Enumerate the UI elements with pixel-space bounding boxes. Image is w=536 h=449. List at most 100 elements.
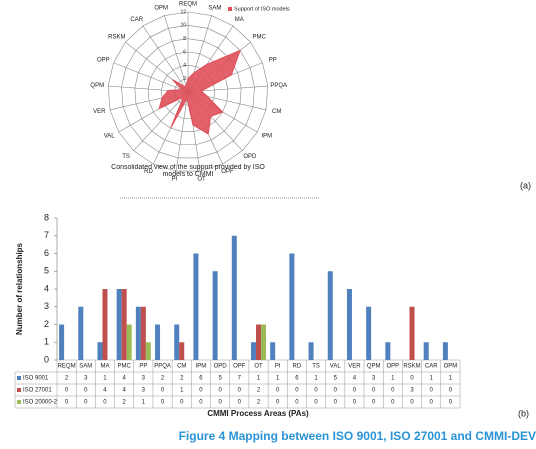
bar: [409, 306, 415, 360]
table-cell: 2: [65, 376, 69, 382]
spoke: [142, 25, 189, 93]
bar: [193, 253, 199, 360]
chart-title-box: Consolidated view of the support provide…: [111, 164, 265, 178]
table-cell: 0: [65, 388, 69, 394]
table-cell: 2: [180, 376, 184, 382]
table-cell: 0: [276, 400, 280, 406]
y-axis-label: Number of relationships: [15, 242, 24, 335]
bar: [121, 289, 127, 360]
legend-swatch: [17, 376, 21, 380]
bar: [231, 235, 237, 360]
bar: [140, 306, 146, 360]
bar: [423, 342, 429, 360]
spoke: [164, 15, 189, 93]
legend-swatch: [228, 7, 232, 11]
table-cell: 2: [257, 400, 261, 406]
x-tick-label: PI: [275, 364, 281, 370]
table-cell: 0: [295, 388, 299, 394]
table-cell: 0: [449, 400, 453, 406]
table-cell: 0: [295, 400, 299, 406]
x-tick-label: OPP: [386, 364, 399, 370]
axis-label: OT: [197, 177, 206, 183]
table-cell: 0: [84, 400, 88, 406]
legend-label: ISO 9001: [23, 376, 49, 382]
spoke: [133, 91, 189, 151]
x-tick-label: PMC: [117, 364, 131, 370]
table-cell: 3: [372, 376, 376, 382]
axis-label: PMC: [252, 35, 266, 41]
table-cell: 0: [314, 388, 318, 394]
axis-label: SAM: [208, 5, 221, 11]
table-cell: 3: [142, 376, 146, 382]
axis-label: RD: [144, 169, 153, 175]
table-cell: 1: [276, 376, 280, 382]
spoke: [113, 62, 189, 93]
bar: [59, 324, 65, 360]
y-tick-label: 0: [44, 354, 49, 364]
table-cell: 0: [353, 388, 357, 394]
x-tick-label: RD: [293, 364, 302, 370]
legend-label: ISO 20000-2: [23, 400, 58, 406]
bar: [174, 324, 180, 360]
bar: [116, 289, 122, 360]
axis-label: TS: [122, 154, 130, 160]
y-tick-label: 1: [44, 337, 49, 347]
bar: [97, 342, 103, 360]
table-cell: 4: [122, 376, 126, 382]
legend-swatch: [17, 400, 21, 404]
table-cell: 5: [218, 376, 222, 382]
axis-label: OPD: [243, 154, 257, 160]
y-tick-label: 6: [44, 248, 49, 258]
grid-ring: [107, 11, 269, 172]
x-tick-label: TS: [312, 364, 320, 370]
grid-ring: [121, 25, 255, 159]
table-cell: 3: [84, 376, 88, 382]
table-cell: 0: [218, 388, 222, 394]
table-cell: 0: [353, 400, 357, 406]
r-tick-label: 6: [183, 49, 186, 55]
axis-label: RSKM: [108, 35, 125, 41]
table-cell: 4: [103, 388, 107, 394]
y-tick-label: 4: [44, 283, 49, 293]
table-cell: 0: [238, 400, 242, 406]
bar: [212, 271, 218, 360]
table-cell: 0: [430, 400, 434, 406]
bar: [251, 342, 256, 360]
x-tick-label: OPM: [444, 364, 458, 370]
legend-label: Support of ISO models: [234, 6, 290, 12]
axis-label: CAR: [130, 17, 143, 23]
table-cell: 0: [430, 388, 434, 394]
table-cell: 0: [391, 388, 395, 394]
radar-area: [158, 49, 241, 135]
x-axis-label: CMMI Process Areas (PAs): [207, 409, 309, 418]
bar: [155, 324, 161, 360]
table-cell: 2: [161, 376, 165, 382]
table-cell: 3: [142, 388, 146, 394]
table-cell: 0: [391, 400, 395, 406]
table-cell: 0: [218, 400, 222, 406]
bar: [78, 306, 84, 360]
table-cell: 0: [65, 400, 69, 406]
x-tick-label: SAM: [79, 364, 92, 370]
bar: [270, 342, 276, 360]
table-cell: 0: [410, 376, 414, 382]
table-cell: 0: [161, 400, 165, 406]
bar: [327, 271, 333, 360]
x-tick-label: MA: [100, 364, 109, 370]
x-tick-label: REQM: [58, 364, 76, 370]
table-cell: 5: [334, 376, 338, 382]
y-tick-label: 2: [44, 319, 49, 329]
table-cell: 0: [449, 388, 453, 394]
legend-swatch: [17, 388, 21, 392]
x-tick-label: RSKM: [403, 364, 420, 370]
table-cell: 7: [238, 376, 242, 382]
y-tick-label: 8: [44, 212, 49, 222]
r-tick-label: 10: [180, 23, 186, 29]
legend-label: ISO 27001: [23, 388, 52, 394]
table-cell: 0: [276, 388, 280, 394]
table-cell: 2: [122, 400, 126, 406]
table-cell: 1: [180, 388, 184, 394]
table-cell: 0: [314, 400, 318, 406]
x-tick-label: VAL: [330, 364, 342, 370]
x-tick-label: VER: [348, 364, 361, 370]
